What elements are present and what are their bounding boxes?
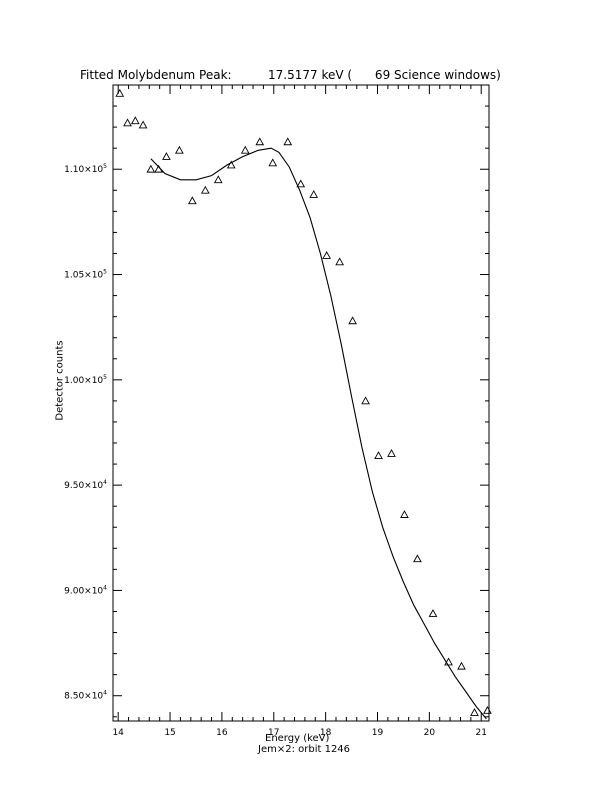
- data-point: [200, 185, 210, 194]
- data-point: [130, 116, 140, 125]
- data-point: [175, 145, 184, 154]
- x-tick-label: 17: [268, 728, 279, 738]
- data-point: [483, 705, 492, 714]
- chart-title-left: Fitted Molybdenum Peak:: [80, 68, 232, 82]
- data-point: [322, 251, 332, 259]
- data-point: [162, 152, 171, 160]
- data-point: [154, 164, 164, 173]
- x-tick-label: 16: [216, 728, 228, 738]
- chart-title-right: 17.5177 keV ( 69 Science windows): [268, 68, 501, 82]
- data-point: [240, 145, 250, 154]
- x-tick-label: 19: [372, 728, 384, 738]
- data-point: [283, 137, 293, 146]
- data-point: [361, 396, 370, 405]
- data-point: [413, 554, 422, 563]
- data-point: [296, 179, 306, 188]
- x-axis-label: Energy (keV): [265, 733, 330, 744]
- data-point: [226, 160, 236, 169]
- y-tick-label: 1.05×105: [64, 269, 107, 281]
- data-point: [213, 175, 223, 184]
- data-point: [123, 118, 132, 127]
- x-tick-label: 21: [475, 728, 486, 738]
- x-axis-sublabel: Jem×2: orbit 1246: [258, 744, 351, 755]
- data-point: [255, 137, 265, 146]
- x-tick-label: 18: [320, 728, 332, 738]
- y-tick-label: 8.50×104: [64, 690, 107, 702]
- data-point: [428, 609, 438, 617]
- y-tick-label: 9.00×104: [64, 584, 107, 596]
- y-axis-label: Detector counts: [54, 340, 66, 421]
- data-point: [187, 196, 197, 205]
- x-tick-label: 15: [164, 728, 175, 738]
- data-point: [387, 449, 396, 457]
- data-point: [444, 657, 453, 666]
- data-point: [115, 88, 125, 97]
- x-tick-label: 14: [112, 728, 124, 738]
- data-point: [138, 120, 148, 129]
- x-tick-label: 20: [424, 728, 436, 738]
- data-point: [309, 189, 319, 198]
- data-point: [470, 708, 479, 716]
- y-tick-label: 1.00×105: [64, 374, 107, 386]
- fit-curve: [150, 147, 487, 720]
- data-point: [146, 164, 156, 173]
- x-axis: 14 15 16 17 18 19 20 21: [112, 85, 487, 738]
- data-points: [115, 88, 492, 716]
- y-axis: 8.50×104 9.00×104 9.50×104 1.00×105 1.05×105…: [64, 84, 489, 718]
- y-tick-label: 1.10×105: [64, 163, 107, 175]
- data-point: [268, 158, 278, 167]
- plot-frame: [112, 84, 490, 722]
- data-point: [400, 510, 409, 518]
- y-tick-label: 9.50×104: [64, 479, 107, 491]
- data-point: [457, 661, 466, 670]
- data-point: [374, 451, 383, 459]
- data-point: [335, 257, 345, 266]
- data-point: [348, 316, 357, 325]
